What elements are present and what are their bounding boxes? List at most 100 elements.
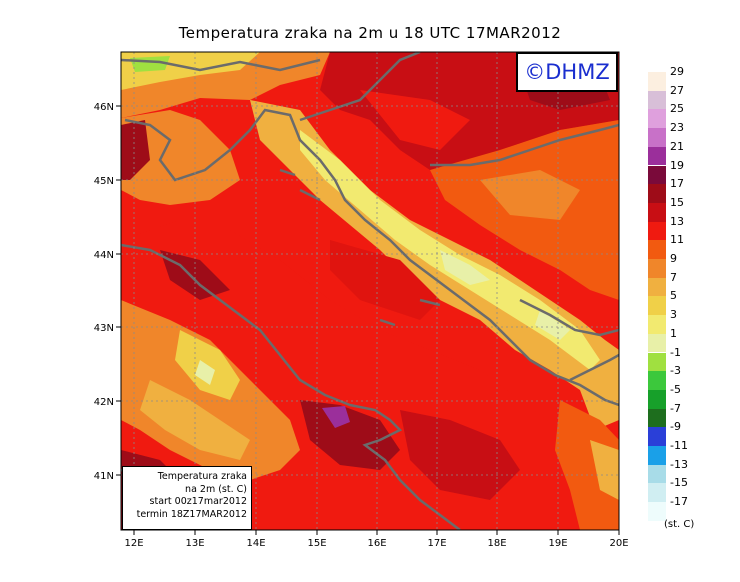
legend-label: -5 (670, 382, 681, 396)
x-tick-label: 19E (548, 538, 567, 549)
legend-swatch (648, 352, 666, 372)
legend-entry: -3 (648, 364, 728, 390)
dhmz-logo: ©DHMZ (516, 52, 618, 92)
coastlines (121, 52, 619, 530)
y-axis-labels: 46N 45N 44N 43N 42N 41N (94, 102, 114, 482)
legend-label: -1 (670, 345, 681, 359)
legend-entry: 15 (648, 196, 728, 222)
legend-swatch (648, 371, 666, 390)
legend-label: -13 (670, 457, 688, 471)
legend-swatch (648, 90, 666, 110)
legend-entry: 17 (648, 177, 728, 203)
x-tick-label: 12E (124, 538, 143, 549)
legend-swatch (648, 427, 666, 446)
legend-entry: 23 (648, 121, 728, 147)
legend-swatch (648, 240, 666, 259)
legend-label: 15 (670, 195, 684, 209)
y-tick-label: 44N (94, 250, 114, 261)
legend-label: 17 (670, 177, 684, 191)
legend-swatch (648, 315, 666, 334)
info-line-start: start 00z17mar2012 (149, 496, 247, 507)
legend-entry: 21 (648, 140, 728, 166)
x-tick-label: 16E (367, 538, 386, 549)
legend-entry: -5 (648, 383, 728, 409)
y-tick-label: 46N (94, 102, 114, 113)
legend-swatch (648, 202, 666, 222)
x-axis-labels: 12E 13E 14E 15E 16E 17E 18E 19E 20E (124, 538, 628, 549)
legend-entry: 11 (648, 233, 728, 259)
legend-label: 21 (670, 139, 684, 153)
legend-label: 29 (670, 65, 684, 78)
graticule (121, 52, 619, 530)
legend-entry: -11 (648, 439, 728, 465)
legend-label: 7 (670, 270, 677, 284)
legend-label: -9 (670, 420, 681, 434)
legend-swatch (648, 464, 666, 484)
legend-unit: (st. C) (664, 519, 695, 530)
legend-swatch (648, 128, 666, 147)
legend-swatch (648, 296, 666, 316)
legend-label: -7 (670, 401, 681, 415)
legend-label: 13 (670, 214, 684, 228)
legend-label: -3 (670, 364, 681, 378)
legend-swatch (648, 109, 666, 129)
legend-swatch (648, 72, 666, 91)
legend-swatch (648, 389, 666, 409)
x-tick-label: 17E (427, 538, 446, 549)
legend-swatch (648, 446, 666, 465)
y-tick-label: 43N (94, 323, 114, 334)
legend-label: 25 (670, 102, 684, 116)
legend-swatch (648, 502, 666, 521)
info-line-valid: termin 18Z17MAR2012 (136, 508, 247, 520)
legend-swatch (648, 259, 666, 278)
x-tick-label: 20E (609, 538, 628, 549)
y-tick-label: 41N (94, 471, 114, 482)
legend-swatch (648, 165, 666, 185)
legend-label: -15 (670, 476, 688, 490)
y-tick-label: 45N (94, 176, 114, 187)
legend-entry: -9 (648, 420, 728, 446)
legend-label: 1 (670, 326, 677, 340)
info-line-parameter: Temperatura zraka (157, 471, 247, 482)
legend-label: 27 (670, 83, 684, 97)
axis-ticks (116, 105, 620, 535)
legend-entry: 19 (648, 159, 728, 185)
legend-entry: 1 (648, 327, 728, 353)
temperature-field (121, 52, 619, 530)
legend-swatch (648, 146, 666, 166)
legend-entry: 27 (648, 84, 728, 110)
x-tick-label: 18E (487, 538, 506, 549)
x-tick-label: 14E (246, 538, 265, 549)
y-tick-label: 42N (94, 397, 114, 408)
legend-label: 3 (670, 308, 677, 322)
legend-entry: 9 (648, 252, 728, 278)
x-tick-label: 13E (185, 538, 204, 549)
legend-swatch (648, 184, 666, 203)
forecast-info-box: Temperatura zraka na 2m (st. C) start 00… (122, 466, 252, 530)
legend-swatch (648, 483, 666, 503)
legend-swatch (648, 333, 666, 353)
legend-swatch (648, 221, 666, 241)
legend-label: 19 (670, 158, 684, 172)
legend-swatch (648, 277, 666, 297)
legend-entry: -1 (648, 346, 728, 372)
legend-label: 5 (670, 289, 677, 303)
legend-label: 23 (670, 121, 684, 135)
legend-entry: 29 (648, 65, 728, 91)
legend-entry: 5 (648, 289, 728, 316)
legend-entry: -7 (648, 402, 728, 428)
map-title: Temperatura zraka na 2m u 18 UTC 17MAR20… (178, 24, 562, 42)
info-line-level: na 2m (st. C) (185, 483, 247, 495)
plot-frame (120, 51, 620, 531)
legend-entry: 3 (648, 308, 728, 334)
legend-entry: 13 (648, 215, 728, 241)
legend-label: 9 (670, 252, 677, 265)
legend-entry: -17 (648, 495, 728, 521)
legend-entry: 7 (648, 271, 728, 297)
legend-entry: -15 (648, 476, 728, 503)
legend-entry: -13 (648, 458, 728, 484)
legend-entry: 25 (648, 102, 728, 129)
legend-label: -11 (670, 439, 688, 452)
legend-label: -17 (670, 495, 688, 509)
